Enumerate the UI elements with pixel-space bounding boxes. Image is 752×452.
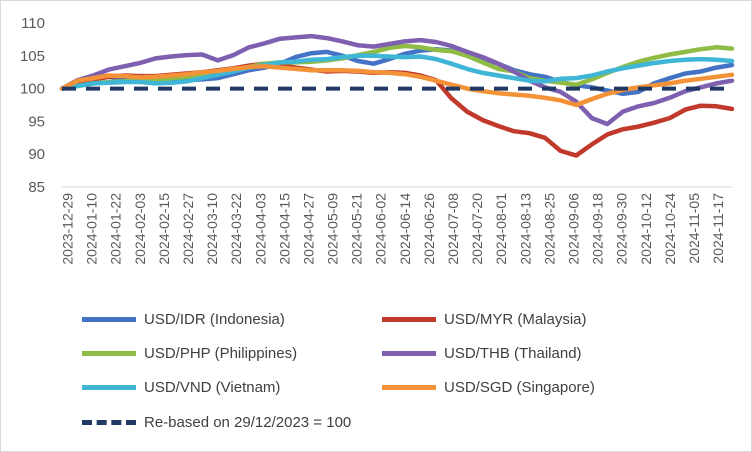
x-tick-label: 2024-09-18 <box>590 193 606 265</box>
legend-label: USD/PHP (Philippines) <box>144 344 298 362</box>
legend-item-myr: USD/MYR (Malaysia) <box>382 309 587 329</box>
y-tick-label: 110 <box>21 15 45 32</box>
legend-swatch-dashed <box>82 419 136 425</box>
axes: 85 90 95 100 105 110 2023-12-29 2024-01-10 2024-… <box>20 15 732 265</box>
x-tick-label: 2024-07-08 <box>445 193 461 265</box>
y-tick-label: 100 <box>20 81 45 98</box>
x-tick-label: 2024-04-27 <box>300 193 316 265</box>
x-tick-label: 2024-08-01 <box>493 193 509 265</box>
x-tick-label: 2024-10-12 <box>638 193 654 265</box>
x-tick-label: 2024-11-05 <box>686 193 702 264</box>
x-tick-label: 2024-01-10 <box>84 193 100 265</box>
legend-item-php: USD/PHP (Philippines) <box>82 343 297 363</box>
y-tick-label: 90 <box>28 146 45 163</box>
x-tick-label: 2024-06-02 <box>373 193 389 265</box>
x-tick-label: 2024-06-26 <box>421 193 437 265</box>
legend-swatch <box>82 350 136 356</box>
x-tick-label: 2024-08-25 <box>541 193 557 265</box>
x-tick-label: 2024-02-27 <box>180 193 196 265</box>
legend-swatch <box>382 350 436 356</box>
x-tick-label: 2024-05-09 <box>325 193 341 265</box>
y-tick-label: 95 <box>28 113 45 130</box>
x-tick-label: 2024-02-15 <box>156 193 172 265</box>
x-tick-label: 2024-09-06 <box>566 193 582 265</box>
series-line <box>59 64 735 108</box>
x-tick-label: 2024-04-15 <box>276 193 292 265</box>
legend-label: USD/THB (Thailand) <box>444 344 582 362</box>
x-tick-label: 2024-11-17 <box>710 193 726 264</box>
x-tick-label: 2024-06-14 <box>397 193 413 265</box>
x-tick-label: 2024-03-22 <box>228 193 244 265</box>
x-tick-label: 2024-04-03 <box>252 193 268 265</box>
legend-item-vnd: USD/VND (Vietnam) <box>82 377 280 397</box>
y-tick-label: 105 <box>20 48 45 65</box>
x-tick-label: 2023-12-29 <box>60 193 76 265</box>
legend-item-idr: USD/IDR (Indonesia) <box>82 309 285 329</box>
x-tick-label: 2024-01-22 <box>108 193 124 265</box>
x-tick-label: 2024-09-30 <box>614 193 630 265</box>
x-tick-label: 2024-08-13 <box>517 193 533 265</box>
series-line <box>59 33 735 127</box>
x-tick-label: 2024-02-03 <box>132 193 148 265</box>
series-layer <box>59 33 735 158</box>
legend-item-sgd: USD/SGD (Singapore) <box>382 377 595 397</box>
series-line <box>59 53 735 91</box>
legend-label: Re-based on 29/12/2023 = 100 <box>144 413 352 431</box>
legend-label: USD/IDR (Indonesia) <box>144 310 285 328</box>
x-tick-label: 2024-10-24 <box>662 193 678 265</box>
legend-swatch <box>382 384 436 390</box>
legend-swatch <box>82 384 136 390</box>
legend-label: USD/MYR (Malaysia) <box>444 310 587 328</box>
x-tick-label: 2024-03-10 <box>204 193 220 265</box>
legend-label: USD/SGD (Singapore) <box>444 378 595 396</box>
x-tick-label: 2024-05-21 <box>349 193 365 265</box>
legend-item-rebased: Re-based on 29/12/2023 = 100 <box>82 412 351 432</box>
x-tick-label: 2024-07-20 <box>469 193 485 265</box>
y-tick-label: 85 <box>28 179 45 196</box>
legend-swatch <box>382 316 436 322</box>
legend-label: USD/VND (Vietnam) <box>144 378 281 396</box>
legend-swatch <box>82 316 136 322</box>
legend-item-thb: USD/THB (Thailand) <box>382 343 582 363</box>
